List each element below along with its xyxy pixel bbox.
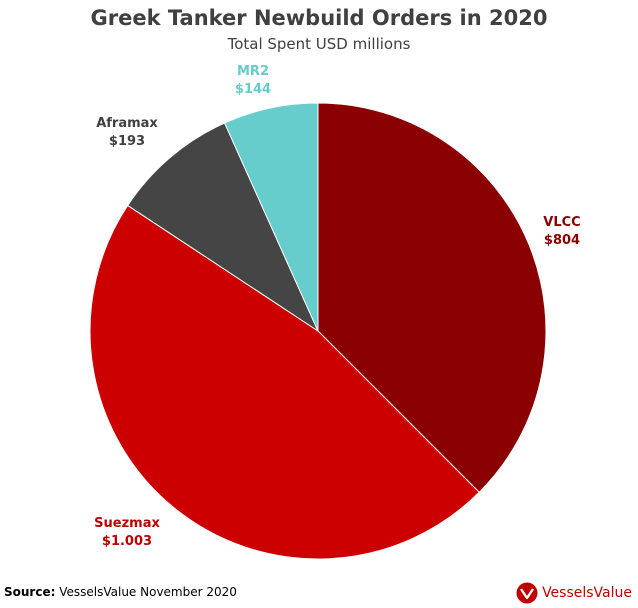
- slice-value-suezmax: $1.003: [102, 534, 152, 549]
- source-note: Source: VesselsValue November 2020: [4, 585, 237, 599]
- pie-slice-aframax: [126, 122, 320, 333]
- slice-label-mr2: MR2: [237, 64, 269, 79]
- slice-label-vlcc: VLCC: [543, 215, 580, 230]
- slice-value-mr2: $144: [235, 82, 271, 97]
- chart-subtitle: Total Spent USD millions: [227, 35, 411, 53]
- slice-value-aframax: $193: [109, 134, 145, 149]
- pie-slice-vlcc: [317, 102, 547, 493]
- slice-label-aframax: Aframax: [96, 116, 158, 131]
- slice-label-suezmax: Suezmax: [94, 516, 160, 531]
- source-text: VesselsValue November 2020: [55, 585, 237, 599]
- vesselsvalue-logo-icon: [516, 582, 538, 604]
- pie-slice-mr2: [223, 102, 319, 332]
- source-label: Source:: [4, 585, 56, 599]
- chart-title: Greek Tanker Newbuild Orders in 2020: [90, 6, 548, 30]
- pie-slice-suezmax: [89, 204, 480, 560]
- slice-value-vlcc: $804: [544, 233, 580, 248]
- brand-logo: VesselsValue: [516, 580, 632, 606]
- brand-name: VesselsValue: [542, 585, 632, 601]
